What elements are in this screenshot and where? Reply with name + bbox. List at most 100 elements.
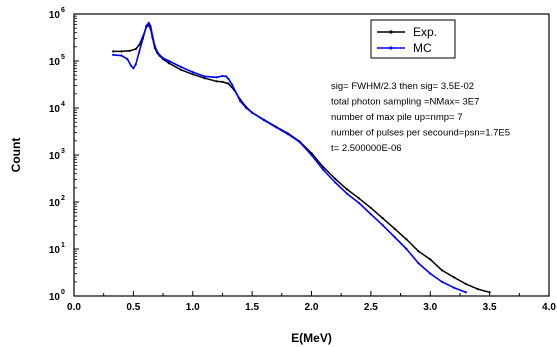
data-point xyxy=(215,80,218,83)
y-tick-label: 10 xyxy=(49,57,61,68)
data-point xyxy=(167,59,171,63)
legend-marker xyxy=(389,30,393,34)
legend-marker xyxy=(389,46,393,50)
x-tick-label: 2.0 xyxy=(305,302,319,313)
data-point xyxy=(126,58,129,61)
data-point xyxy=(120,50,123,53)
data-point xyxy=(452,286,456,289)
legend-label: Exp. xyxy=(413,25,437,39)
x-tick-label: 1.0 xyxy=(186,302,200,313)
data-point xyxy=(334,181,337,184)
data-point xyxy=(167,62,171,65)
data-point xyxy=(224,75,228,78)
data-point xyxy=(274,126,277,129)
data-point xyxy=(179,65,182,68)
data-point xyxy=(417,250,420,253)
y-tick-label: 10 xyxy=(49,245,61,256)
y-tick-exponent: 3 xyxy=(61,148,65,155)
data-point xyxy=(129,64,133,67)
series-line-exp xyxy=(113,24,490,294)
y-tick-exponent: 4 xyxy=(61,101,65,108)
data-point xyxy=(369,206,372,209)
data-point xyxy=(452,276,456,279)
x-tick-label: 3.5 xyxy=(483,302,497,313)
data-point xyxy=(221,74,224,78)
data-point xyxy=(191,73,194,76)
data-point xyxy=(310,153,313,157)
data-point xyxy=(138,43,141,47)
data-point xyxy=(441,269,444,272)
x-tick-label: 4.0 xyxy=(542,302,556,313)
data-point xyxy=(112,53,115,57)
data-point xyxy=(221,80,224,83)
data-point xyxy=(245,106,248,110)
data-point xyxy=(153,44,156,48)
data-point xyxy=(151,34,154,37)
data-point xyxy=(346,188,349,191)
data-point xyxy=(441,280,444,283)
data-point xyxy=(156,50,159,53)
data-point xyxy=(203,75,206,78)
data-point xyxy=(132,67,135,70)
data-point xyxy=(322,166,325,169)
data-point xyxy=(429,272,432,275)
data-point xyxy=(381,217,384,220)
data-point xyxy=(134,47,137,51)
data-point xyxy=(476,288,479,291)
annotation-line: total photon sampling =NMax= 3E7 xyxy=(331,97,479,108)
legend-label: MC xyxy=(413,41,432,55)
data-point xyxy=(417,262,420,265)
annotation-line: sig= FWHM/2.3 then sig= 3.5E-02 xyxy=(331,81,474,92)
data-point xyxy=(429,258,432,261)
data-point xyxy=(381,224,384,227)
data-point xyxy=(145,24,148,27)
data-point xyxy=(149,25,152,28)
data-point xyxy=(215,76,218,79)
data-point xyxy=(369,213,372,216)
data-point xyxy=(162,57,165,60)
y-tick-exponent: 2 xyxy=(61,195,65,202)
legend-box xyxy=(370,19,456,59)
y-tick-label: 10 xyxy=(49,10,61,21)
data-point xyxy=(357,197,361,200)
y-tick-exponent: 0 xyxy=(61,289,65,296)
data-point xyxy=(120,54,123,57)
data-point xyxy=(227,82,230,85)
data-point xyxy=(393,235,396,239)
x-tick-label: 3.0 xyxy=(423,302,437,313)
data-point xyxy=(346,192,349,195)
data-point xyxy=(179,68,182,71)
y-tick-label: 10 xyxy=(49,292,61,303)
y-tick-label: 10 xyxy=(49,151,61,162)
data-point xyxy=(203,77,206,80)
data-point xyxy=(262,119,266,122)
data-point xyxy=(158,53,161,57)
x-tick-label: 1.5 xyxy=(245,302,259,313)
y-tick-label: 10 xyxy=(49,104,61,115)
data-point xyxy=(128,49,131,52)
annotation-line: number of pulses per secound=psn=1.7E5 xyxy=(331,128,510,139)
y-axis-title: Count xyxy=(9,138,23,173)
annotation-line: t= 2.500000E-06 xyxy=(331,143,402,154)
data-point xyxy=(322,168,325,172)
data-point xyxy=(357,201,361,205)
y-tick-exponent: 1 xyxy=(61,242,65,249)
data-point xyxy=(235,92,238,95)
data-point xyxy=(405,247,408,251)
x-axis-title: E(MeV) xyxy=(291,331,332,345)
data-point xyxy=(134,63,137,66)
annotation-line: number of max pile up=nmp= 7 xyxy=(331,112,463,123)
x-tick-label: 2.5 xyxy=(364,302,378,313)
y-tick-exponent: 6 xyxy=(61,7,65,14)
data-point xyxy=(147,21,150,24)
data-point xyxy=(464,291,467,294)
data-point xyxy=(464,282,467,286)
data-point xyxy=(286,132,289,136)
data-point xyxy=(138,50,141,53)
x-tick-label: 0.5 xyxy=(126,302,140,313)
y-tick-label: 10 xyxy=(49,198,61,209)
data-point xyxy=(227,77,230,80)
data-point xyxy=(230,83,233,86)
data-point xyxy=(251,111,254,114)
